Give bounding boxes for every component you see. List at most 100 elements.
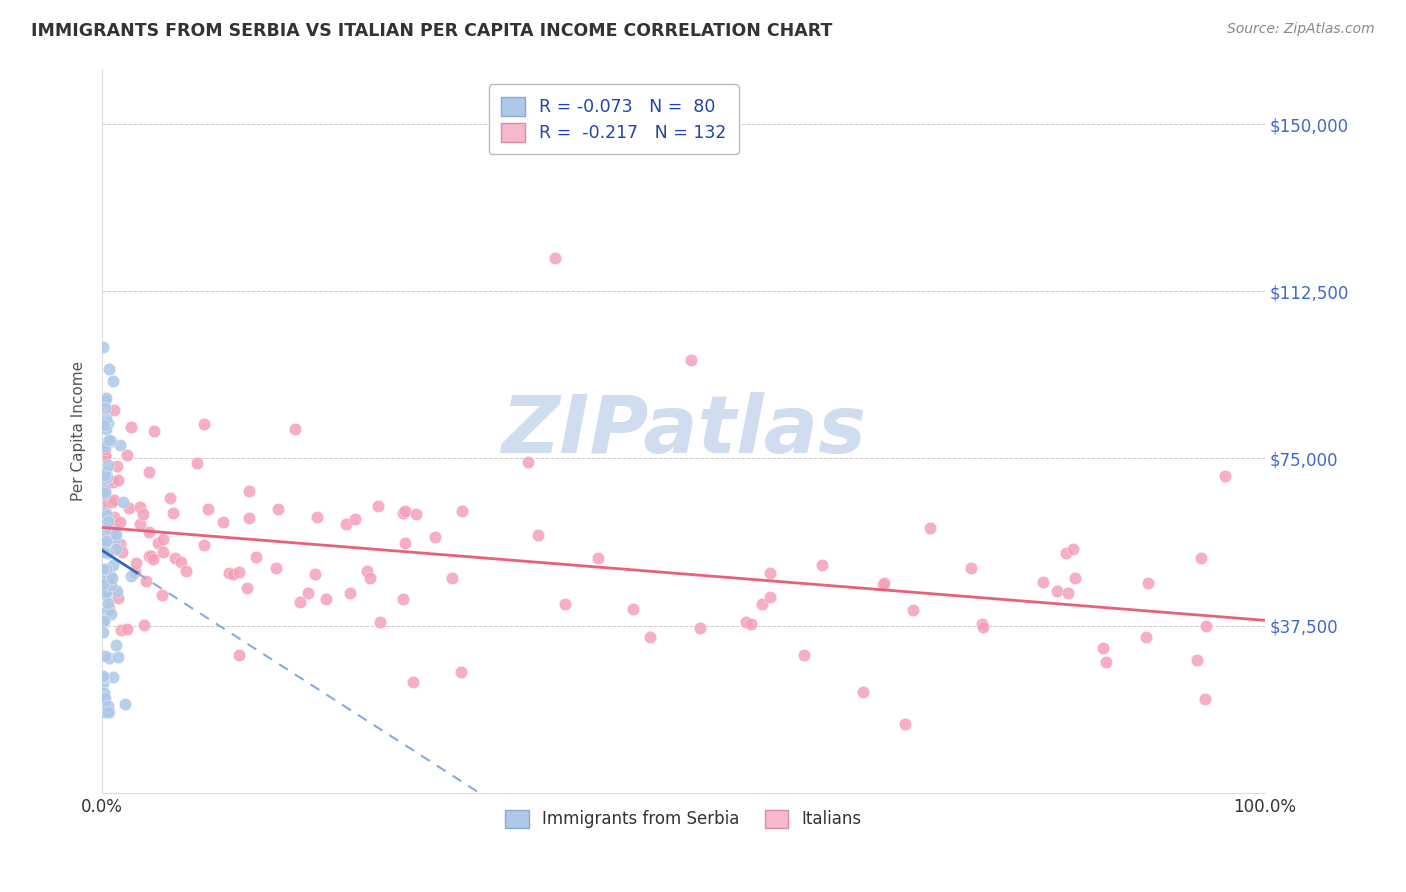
Point [679, 353, 702, 368]
Point [1062, 541, 1084, 556]
Text: IMMIGRANTS FROM SERBIA VS ITALIAN PER CAPITA INCOME CORRELATION CHART: IMMIGRANTS FROM SERBIA VS ITALIAN PER CA… [31, 22, 832, 40]
Point [107, 591, 129, 606]
Point [94, 393, 117, 408]
Point [238, 511, 260, 525]
Point [1136, 575, 1159, 590]
Point [96, 469, 118, 483]
Point [970, 616, 993, 631]
Point [103, 509, 125, 524]
Point [97, 458, 120, 473]
Point [1195, 618, 1218, 632]
Point [1032, 575, 1054, 590]
Point [93, 568, 115, 582]
Point [96, 588, 118, 602]
Point [1054, 546, 1077, 560]
Point [91, 574, 114, 589]
Point [621, 601, 644, 615]
Point [94, 439, 117, 453]
Point [104, 532, 127, 546]
Point [146, 535, 169, 549]
Point [103, 374, 125, 388]
Point [105, 541, 128, 556]
Point [228, 565, 250, 579]
Point [94, 511, 117, 525]
Point [1057, 585, 1080, 599]
Point [108, 438, 131, 452]
Point [343, 512, 366, 526]
Point [94, 442, 117, 456]
Point [315, 592, 337, 607]
Point [129, 500, 152, 514]
Point [138, 549, 160, 563]
Point [93, 585, 115, 599]
Point [104, 638, 127, 652]
Point [138, 524, 160, 539]
Point [142, 552, 165, 566]
Point [96, 604, 118, 618]
Point [135, 574, 157, 589]
Point [94, 449, 117, 463]
Point [264, 561, 287, 575]
Point [305, 510, 328, 524]
Point [93, 483, 115, 498]
Point [1063, 571, 1085, 585]
Point [297, 586, 319, 600]
Point [903, 603, 925, 617]
Point [152, 545, 174, 559]
Point [222, 566, 245, 581]
Point [93, 615, 115, 629]
Point [162, 506, 184, 520]
Point [93, 625, 115, 640]
Point [152, 588, 174, 602]
Point [94, 533, 117, 548]
Point [288, 594, 311, 608]
Point [97, 698, 120, 713]
Point [105, 583, 128, 598]
Point [335, 516, 357, 531]
Point [91, 676, 114, 690]
Point [94, 483, 117, 497]
Point [450, 665, 472, 679]
Point [91, 695, 114, 709]
Point [91, 670, 114, 684]
Point [1213, 469, 1236, 483]
Point [93, 450, 115, 464]
Point [100, 434, 122, 448]
Point [193, 538, 215, 552]
Point [1046, 584, 1069, 599]
Point [97, 600, 120, 615]
Point [103, 475, 125, 489]
Point [91, 669, 114, 683]
Point [228, 648, 250, 662]
Point [105, 527, 128, 541]
Point [100, 578, 122, 592]
Point [93, 568, 115, 582]
Point [356, 564, 378, 578]
Point [1135, 630, 1157, 644]
Point [131, 507, 153, 521]
Point [110, 515, 132, 529]
Point [394, 504, 416, 518]
Point [120, 569, 142, 583]
Point [1092, 640, 1115, 655]
Point [132, 617, 155, 632]
Point [1194, 692, 1216, 706]
Point [97, 434, 120, 448]
Legend: Immigrants from Serbia, Italians: Immigrants from Serbia, Italians [499, 803, 868, 835]
Point [94, 467, 117, 482]
Point [94, 587, 117, 601]
Point [402, 675, 425, 690]
Point [759, 566, 782, 580]
Point [103, 542, 125, 557]
Point [405, 507, 427, 521]
Point [267, 502, 290, 516]
Point [91, 614, 114, 628]
Point [97, 596, 120, 610]
Point [93, 706, 115, 720]
Y-axis label: Per Capita Income: Per Capita Income [72, 360, 86, 500]
Point [103, 403, 125, 417]
Point [94, 506, 117, 520]
Point [170, 555, 193, 569]
Point [894, 717, 917, 731]
Point [107, 649, 129, 664]
